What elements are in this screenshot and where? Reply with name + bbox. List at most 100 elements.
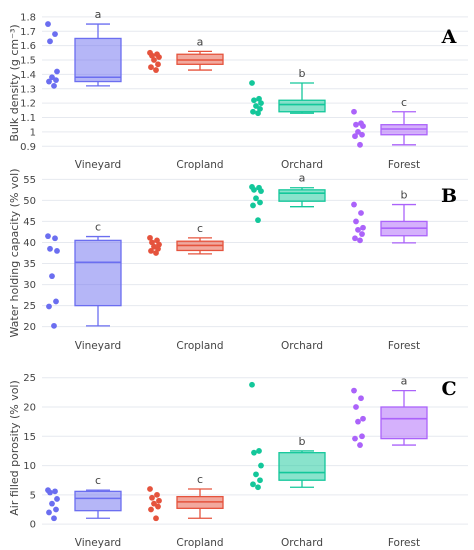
data-point (49, 273, 55, 280)
data-point (251, 449, 257, 456)
y-tick-label: 1.2 (20, 99, 36, 110)
data-point (355, 226, 361, 233)
data-point (250, 108, 256, 115)
x-category-label: Vineyard (75, 340, 121, 352)
x-category-label: Orchard (281, 340, 323, 352)
x-category-label: Vineyard (75, 537, 121, 549)
data-point (53, 77, 59, 84)
data-point (148, 64, 154, 71)
y-tick-label: 25 (23, 373, 36, 384)
data-point (352, 435, 358, 442)
box-orchard: b Orchard (249, 381, 326, 549)
data-point (54, 496, 60, 502)
y-tick-label: 0 (30, 520, 36, 531)
data-point (249, 381, 255, 388)
data-point (256, 448, 262, 454)
data-point (257, 105, 263, 112)
data-point (47, 38, 53, 45)
data-point (49, 500, 55, 507)
data-point (147, 234, 153, 241)
significance-letter: c (197, 473, 203, 486)
x-category-label: Cropland (176, 159, 223, 171)
data-point (155, 61, 161, 68)
data-point (360, 224, 366, 231)
y-tick-label: 1.1 (20, 113, 36, 124)
panel-letter: B (441, 185, 457, 207)
significance-letter: c (401, 96, 407, 109)
data-point (149, 52, 155, 59)
data-point (258, 462, 264, 469)
y-tick-label: 1.4 (20, 70, 36, 81)
data-point (351, 387, 357, 394)
data-point (257, 477, 263, 484)
x-category-label: Forest (388, 159, 420, 171)
data-point (357, 442, 363, 448)
data-point (353, 404, 359, 410)
data-point (149, 494, 155, 501)
data-point (357, 141, 363, 148)
box-orchard: a Orchard (249, 172, 326, 352)
y-tick-label: 15 (23, 432, 36, 443)
data-point (153, 515, 159, 522)
data-point (53, 506, 59, 513)
data-point (360, 415, 366, 422)
data-point (352, 133, 358, 140)
data-point (52, 31, 58, 38)
data-point (358, 395, 364, 402)
y-axis-label: Air filled porosity (% vol) (8, 380, 21, 516)
data-point (46, 303, 52, 310)
significance-letter: b (299, 435, 306, 448)
panel-letter: C (441, 378, 456, 400)
significance-letter: b (299, 67, 306, 80)
y-tick-label: 1.7 (20, 27, 36, 38)
y-tick-label: 45 (23, 217, 36, 228)
y-tick-label: 55 (23, 175, 36, 186)
data-point (47, 489, 53, 496)
data-point (250, 202, 256, 209)
data-point (253, 103, 259, 109)
iqr-box (74, 37, 122, 83)
data-point (355, 418, 361, 425)
data-point (249, 80, 255, 86)
data-point (355, 128, 361, 135)
data-point (253, 471, 259, 478)
data-point (253, 195, 259, 202)
y-tick-label: 1.8 (20, 12, 36, 23)
data-point (359, 131, 365, 138)
y-tick-label: 30 (23, 280, 36, 291)
significance-letter: c (95, 474, 101, 487)
significance-letter: c (197, 222, 203, 235)
y-tick-label: 50 (23, 196, 36, 207)
significance-letter: a (197, 35, 204, 48)
significance-letter: c (95, 221, 101, 234)
data-point (251, 186, 257, 193)
y-tick-label: 35 (23, 259, 36, 270)
y-axis-label: Bulk density (g cm⁻³) (8, 24, 21, 141)
y-tick-label: 1 (30, 127, 36, 138)
box-orchard: b Orchard (249, 67, 326, 171)
iqr-box (74, 239, 122, 307)
data-point (357, 237, 363, 244)
data-point (353, 121, 359, 128)
data-point (46, 509, 52, 516)
box-cropland: a Cropland (147, 35, 224, 171)
panel-letter: A (441, 26, 457, 48)
iqr-box (278, 189, 326, 202)
x-category-label: Cropland (176, 340, 223, 352)
significance-letter: a (299, 172, 306, 185)
data-point (47, 245, 53, 252)
data-point (49, 74, 55, 81)
data-point (54, 247, 60, 254)
data-point (352, 235, 358, 242)
data-point (251, 97, 257, 104)
data-point (256, 95, 262, 102)
data-point (153, 250, 159, 256)
x-category-label: Orchard (281, 159, 323, 171)
y-tick-label: 1.6 (20, 41, 36, 52)
data-point (351, 108, 357, 115)
data-point (51, 515, 57, 522)
box-cropland: c Cropland (147, 222, 224, 352)
data-point (153, 67, 159, 73)
